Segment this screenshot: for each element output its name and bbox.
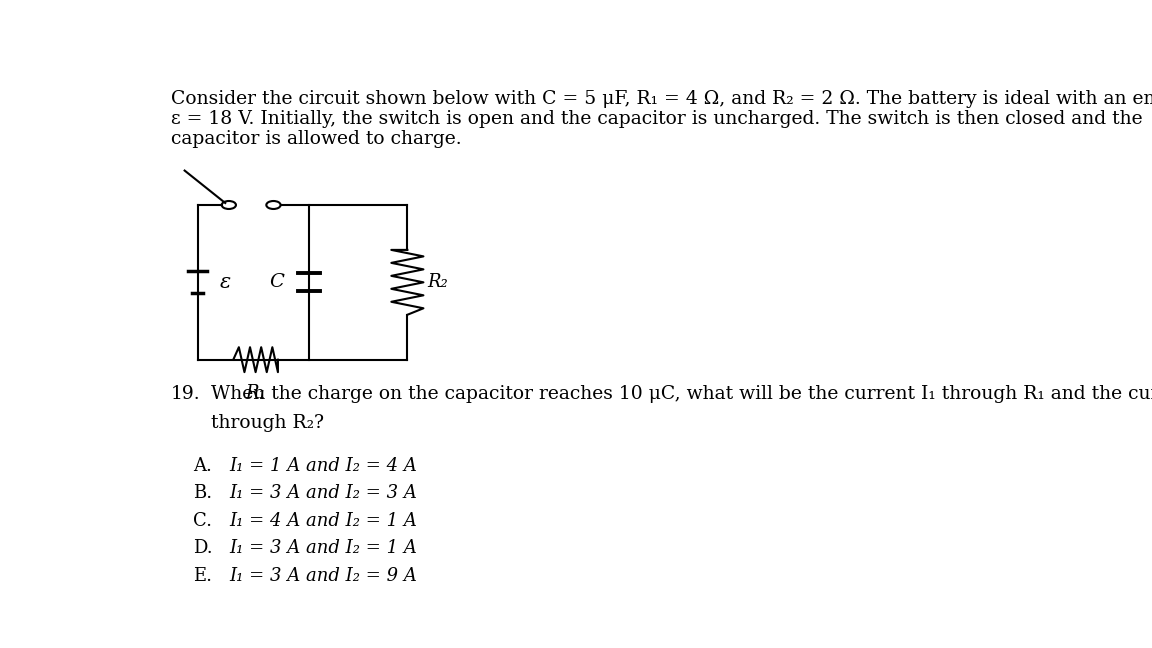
Text: When the charge on the capacitor reaches 10 μC, what will be the current I₁ thro: When the charge on the capacitor reaches… xyxy=(211,385,1152,402)
Text: ε = 18 V. Initially, the switch is open and the capacitor is uncharged. The swit: ε = 18 V. Initially, the switch is open … xyxy=(170,110,1143,128)
Text: D.: D. xyxy=(194,539,213,557)
Text: Consider the circuit shown below with C = 5 μF, R₁ = 4 Ω, and R₂ = 2 Ω. The batt: Consider the circuit shown below with C … xyxy=(170,90,1152,108)
Text: through R₂?: through R₂? xyxy=(211,413,324,432)
Text: C: C xyxy=(270,273,283,292)
Text: B.: B. xyxy=(194,485,212,502)
Text: I₁ = 4 A and I₂ = 1 A: I₁ = 4 A and I₂ = 1 A xyxy=(229,512,417,530)
Text: ε: ε xyxy=(220,273,232,292)
Text: A.: A. xyxy=(194,457,212,475)
Text: E.: E. xyxy=(194,567,212,584)
Text: C.: C. xyxy=(194,512,212,530)
Text: I₁ = 1 A and I₂ = 4 A: I₁ = 1 A and I₂ = 4 A xyxy=(229,457,417,475)
Text: R₁: R₁ xyxy=(245,384,266,402)
Text: I₁ = 3 A and I₂ = 1 A: I₁ = 3 A and I₂ = 1 A xyxy=(229,539,417,557)
Text: I₁ = 3 A and I₂ = 3 A: I₁ = 3 A and I₂ = 3 A xyxy=(229,485,417,502)
Text: 19.: 19. xyxy=(170,385,200,402)
Text: R₂: R₂ xyxy=(427,273,448,292)
Text: I₁ = 3 A and I₂ = 9 A: I₁ = 3 A and I₂ = 9 A xyxy=(229,567,417,584)
Text: capacitor is allowed to charge.: capacitor is allowed to charge. xyxy=(170,130,462,148)
